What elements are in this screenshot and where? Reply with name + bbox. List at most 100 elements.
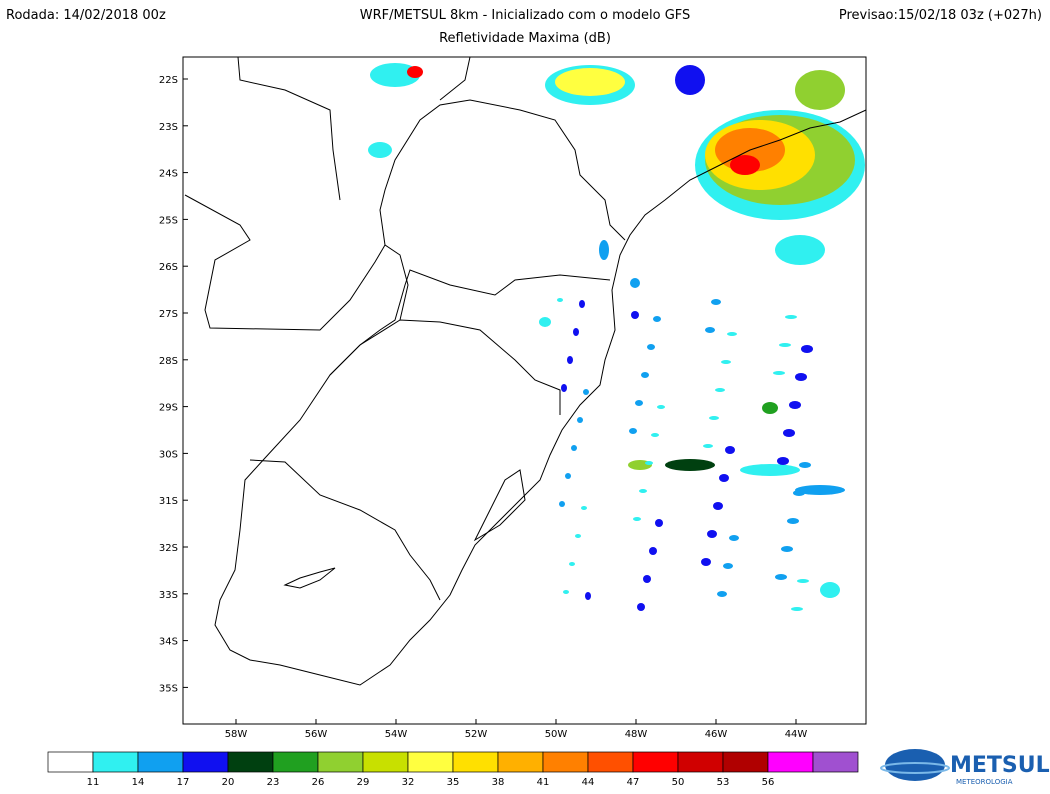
colorbar-box <box>497 751 544 773</box>
echo <box>705 327 715 333</box>
echo <box>635 400 643 406</box>
colorbar-box <box>722 751 769 773</box>
echo <box>713 502 723 510</box>
echo <box>789 401 801 409</box>
colorbar-label: 44 <box>582 777 595 788</box>
lon-label: 52W <box>465 729 488 740</box>
echo <box>775 235 825 265</box>
colorbar-box <box>137 751 184 773</box>
echo <box>709 416 719 420</box>
echo <box>645 461 653 465</box>
colorbar-box <box>542 751 589 773</box>
colorbar-box <box>812 751 859 773</box>
echo <box>729 535 739 541</box>
echo <box>565 473 571 479</box>
echo <box>740 464 800 476</box>
echo <box>793 490 805 496</box>
run-label: Rodada: 14/02/2018 00z <box>6 8 166 23</box>
reflectivity <box>368 63 865 611</box>
lon-label: 44W <box>785 729 808 740</box>
colorbar-label: 11 <box>87 777 100 788</box>
echo <box>368 142 392 158</box>
echo <box>799 462 811 468</box>
echo <box>773 371 785 375</box>
colorbar-label: 14 <box>132 777 145 788</box>
echo <box>657 405 665 409</box>
lat-label: 34S <box>159 637 178 648</box>
echo <box>721 360 731 364</box>
lat-label: 30S <box>159 449 178 460</box>
lat-label: 32S <box>159 543 178 554</box>
echo <box>653 316 661 322</box>
echo <box>571 445 577 451</box>
lat-label: 31S <box>159 496 178 507</box>
echo <box>797 579 809 583</box>
echo <box>717 591 727 597</box>
echo <box>665 459 715 471</box>
echo <box>563 590 569 594</box>
echo <box>775 574 787 580</box>
echo <box>785 315 797 319</box>
lat-label: 29S <box>159 403 178 414</box>
colorbar-label: 35 <box>447 777 460 788</box>
echo <box>730 155 760 175</box>
logo-ring <box>880 762 950 774</box>
colorbar-box <box>92 751 139 773</box>
echo <box>701 558 711 566</box>
logo-name: METSUL <box>950 753 1050 778</box>
map-lines <box>184 56 867 686</box>
echo <box>641 372 649 378</box>
logo: METSUL METEOROLOGIA <box>880 749 1050 786</box>
colorbar-box <box>407 751 454 773</box>
axes: 22S 23S 24S 25S 26S 27S 28S 29S 30S 31S 32S 33S 34S 3… <box>159 75 807 740</box>
lat-label: 23S <box>159 122 178 133</box>
colorbar-label: 29 <box>357 777 370 788</box>
echo <box>787 518 799 524</box>
colorbar-box <box>362 751 409 773</box>
colorbar-box <box>317 751 364 773</box>
lat-label: 28S <box>159 356 178 367</box>
echo <box>639 489 647 493</box>
lat-label: 25S <box>159 215 178 226</box>
echo <box>629 428 637 434</box>
echo <box>633 517 641 521</box>
echo <box>581 506 587 510</box>
colorbar-box <box>767 751 814 773</box>
colorbar-box <box>227 751 274 773</box>
lon-label: 56W <box>305 729 328 740</box>
echo <box>643 575 651 583</box>
echo <box>725 446 735 454</box>
lat-label: 24S <box>159 169 178 180</box>
colorbar-label: 38 <box>492 777 505 788</box>
echo <box>723 563 733 569</box>
echo <box>795 70 845 110</box>
echo <box>801 345 813 353</box>
echo <box>407 66 423 78</box>
colorbar-label: 32 <box>402 777 415 788</box>
echo <box>727 332 737 336</box>
echo <box>820 582 840 598</box>
colorbar-box <box>632 751 679 773</box>
echo <box>715 388 725 392</box>
echo <box>719 474 729 482</box>
echo <box>651 433 659 437</box>
colorbar-label: 41 <box>537 777 550 788</box>
echo <box>795 485 845 495</box>
echo <box>577 417 583 423</box>
forecast-label: Previsao:15/02/18 03z (+027h) <box>839 8 1042 23</box>
colorbar-box <box>587 751 634 773</box>
echo <box>783 429 795 437</box>
echo <box>779 343 791 347</box>
echo <box>567 356 573 364</box>
map-frame <box>182 56 867 725</box>
echo <box>370 63 420 87</box>
echo <box>539 317 551 327</box>
colorbar-label: 23 <box>267 777 280 788</box>
echo <box>711 299 721 305</box>
colorbar-box <box>677 751 724 773</box>
echo <box>655 519 663 527</box>
echo <box>777 457 789 465</box>
echo <box>647 344 655 350</box>
colorbar-label: 50 <box>672 777 685 788</box>
